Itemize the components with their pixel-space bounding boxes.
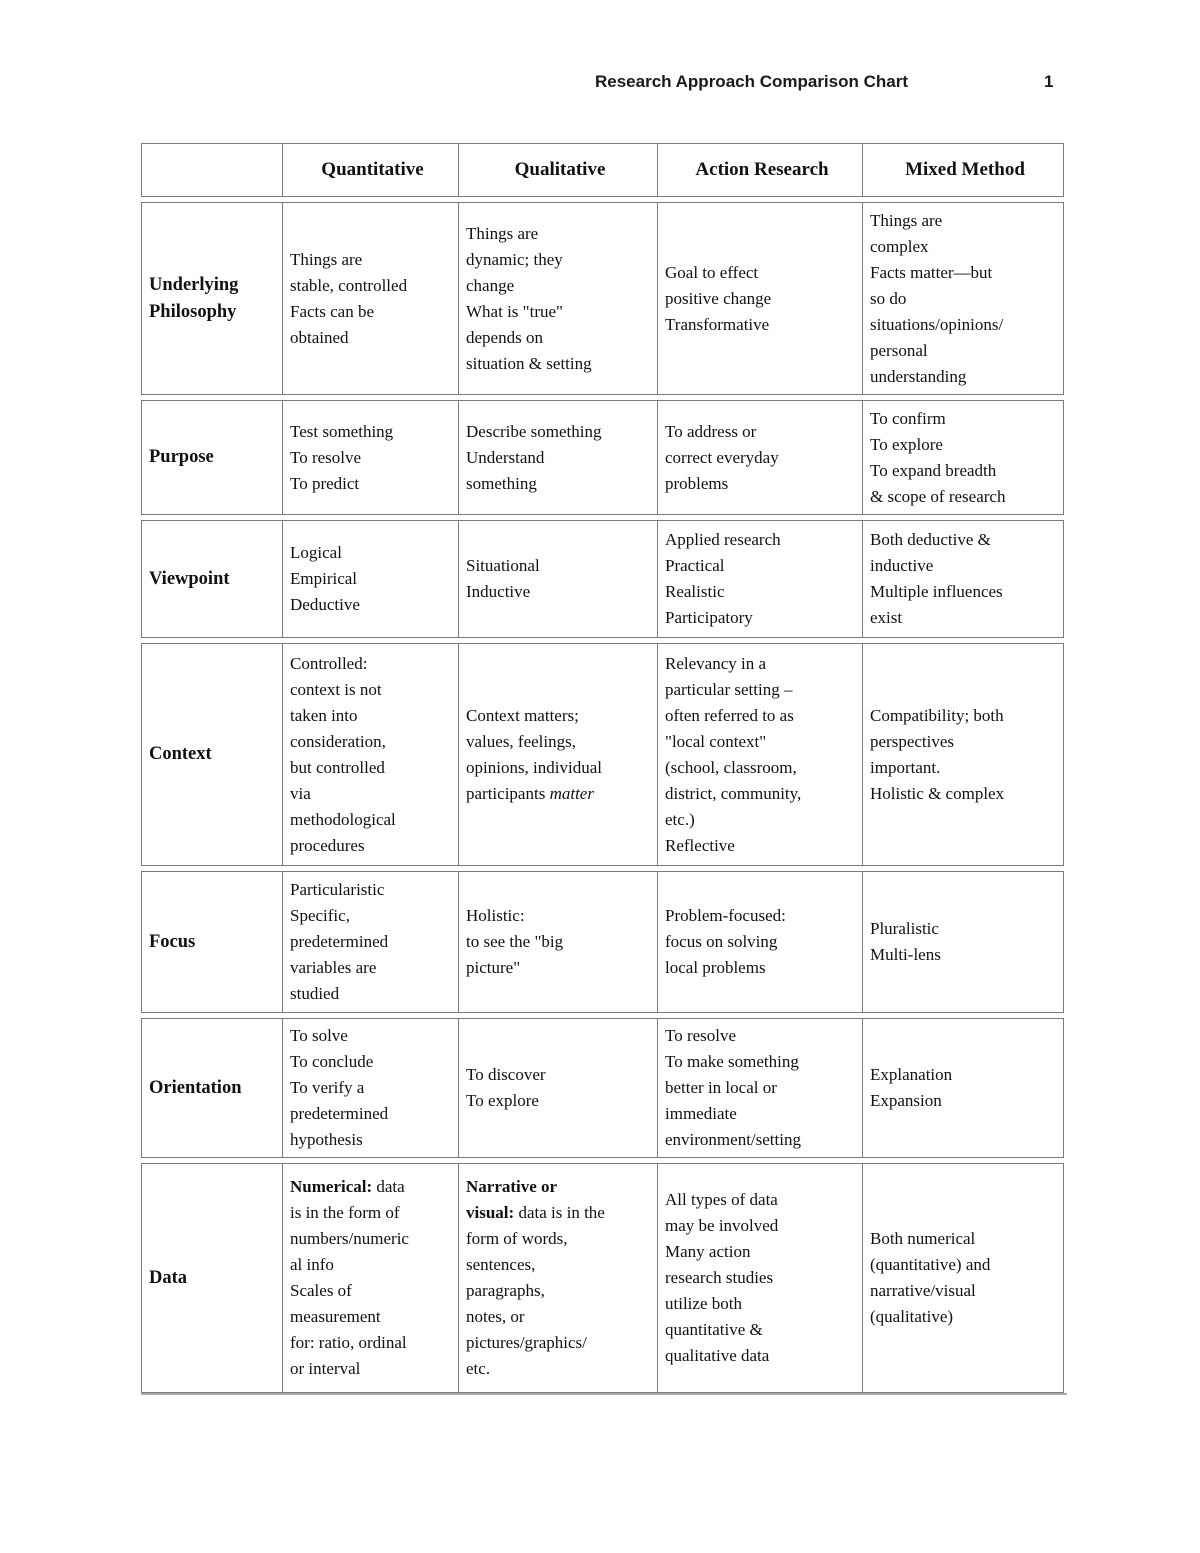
table-cell: Applied research Practical Realistic Par… <box>657 520 863 638</box>
table-cell: Both numerical (quantitative) and narrat… <box>862 1163 1064 1393</box>
table-row-orientation: Orientation To solve To conclude To veri… <box>141 1018 1067 1158</box>
table-row-context: Context Controlled: context is not taken… <box>141 643 1067 866</box>
table-row-viewpoint: Viewpoint Logical Empirical Deductive Si… <box>141 520 1067 638</box>
document-title: Research Approach Comparison Chart <box>595 72 908 91</box>
table-cell: All types of data may be involved Many a… <box>657 1163 863 1393</box>
header-cell-mixed-method: Mixed Method <box>862 143 1064 197</box>
header-cell-blank <box>141 143 283 197</box>
table-cell: Pluralistic Multi-lens <box>862 871 1064 1013</box>
table-cell: To resolve To make something better in l… <box>657 1018 863 1158</box>
table-cell: Things are dynamic; they change What is … <box>458 202 658 395</box>
row-label: Orientation <box>141 1018 283 1158</box>
table-cell: Holistic: to see the "big picture" <box>458 871 658 1013</box>
header-cell-action-research: Action Research <box>657 143 863 197</box>
table-cell: Both deductive & inductive Multiple infl… <box>862 520 1064 638</box>
table-cell: Explanation Expansion <box>862 1018 1064 1158</box>
table-row-purpose: Purpose Test something To resolve To pre… <box>141 400 1067 515</box>
header-cell-quantitative: Quantitative <box>282 143 459 197</box>
table-row-underlying-philosophy: Underlying Philosophy Things are stable,… <box>141 202 1067 395</box>
table-cell: Numerical: data is in the form of number… <box>282 1163 459 1393</box>
table-cell: Things are stable, controlled Facts can … <box>282 202 459 395</box>
table-cell: Narrative or visual: data is in the form… <box>458 1163 658 1393</box>
table-cell: Relevancy in a particular setting – ofte… <box>657 643 863 866</box>
table-cell: To solve To conclude To verify a predete… <box>282 1018 459 1158</box>
comparison-table: Quantitative Qualitative Action Research… <box>141 143 1067 1395</box>
page-header: Research Approach Comparison Chart 1 <box>0 72 1200 96</box>
table-cell: Test something To resolve To predict <box>282 400 459 515</box>
table-header-row: Quantitative Qualitative Action Research… <box>141 143 1067 197</box>
table-cell: Problem-focused: focus on solving local … <box>657 871 863 1013</box>
table-cell: To discover To explore <box>458 1018 658 1158</box>
row-label: Focus <box>141 871 283 1013</box>
table-cell: Goal to effect positive change Transform… <box>657 202 863 395</box>
row-label: Purpose <box>141 400 283 515</box>
table-cell: Things are complex Facts matter—but so d… <box>862 202 1064 395</box>
table-cell: To confirm To explore To expand breadth … <box>862 400 1064 515</box>
table-cell: Context matters; values, feelings, opini… <box>458 643 658 866</box>
row-label: Context <box>141 643 283 866</box>
table-cell: Describe something Understand something <box>458 400 658 515</box>
table-cell: Particularistic Specific, predetermined … <box>282 871 459 1013</box>
table-cell: Situational Inductive <box>458 520 658 638</box>
table-cell: Logical Empirical Deductive <box>282 520 459 638</box>
header-cell-qualitative: Qualitative <box>458 143 658 197</box>
table-row-data: Data Numerical: data is in the form of n… <box>141 1163 1067 1393</box>
row-label: Viewpoint <box>141 520 283 638</box>
table-cell: To address or correct everyday problems <box>657 400 863 515</box>
page-number: 1 <box>1044 72 1054 91</box>
row-label: Data <box>141 1163 283 1393</box>
table-cell: Controlled: context is not taken into co… <box>282 643 459 866</box>
table-row-focus: Focus Particularistic Specific, predeter… <box>141 871 1067 1013</box>
row-label: Underlying Philosophy <box>141 202 283 395</box>
table-cell: Compatibility; both perspectives importa… <box>862 643 1064 866</box>
